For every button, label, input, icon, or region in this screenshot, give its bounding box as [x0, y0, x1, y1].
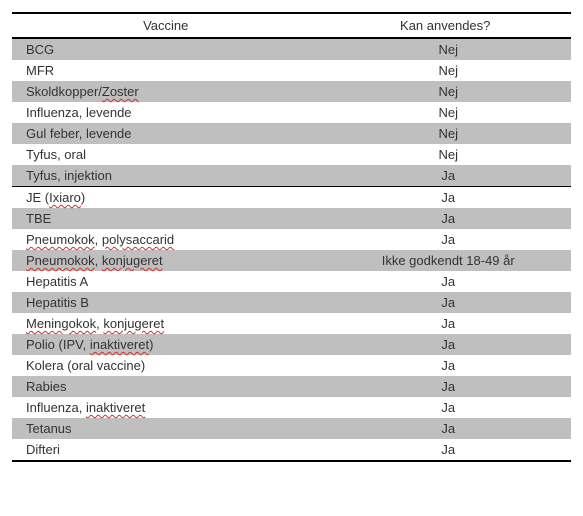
table-body: BCGNejMFRNejSkoldkopper/ZosterNejInfluen…: [12, 38, 571, 461]
cell-usage: Ja: [319, 418, 571, 439]
cell-vaccine: Hepatitis B: [12, 292, 319, 313]
table-row: JE (Ixiaro)Ja: [12, 187, 571, 209]
table-row: BCGNej: [12, 38, 571, 60]
table-row: Hepatitis AJa: [12, 271, 571, 292]
table-row: Hepatitis BJa: [12, 292, 571, 313]
cell-usage: Ikke godkendt 18-49 år: [319, 250, 571, 271]
cell-vaccine: Pneumokok, konjugeret: [12, 250, 319, 271]
table-row: Pneumokok, konjugeretIkke godkendt 18-49…: [12, 250, 571, 271]
spellcheck-word: konjugeret: [103, 316, 164, 331]
cell-vaccine: Influenza, inaktiveret: [12, 397, 319, 418]
table-row: Meningokok, konjugeretJa: [12, 313, 571, 334]
cell-usage: Ja: [319, 313, 571, 334]
table-row: TetanusJa: [12, 418, 571, 439]
table-row: Pneumokok, polysaccaridJa: [12, 229, 571, 250]
table-row: Influenza, inaktiveretJa: [12, 397, 571, 418]
spellcheck-word: Zoster: [102, 84, 139, 99]
spellcheck-word: konjugeret: [102, 253, 163, 268]
cell-usage: Nej: [319, 102, 571, 123]
table-row: Skoldkopper/ZosterNej: [12, 81, 571, 102]
cell-vaccine: BCG: [12, 38, 319, 60]
cell-usage: Nej: [319, 123, 571, 144]
spellcheck-word: Meningokok: [26, 316, 96, 331]
cell-vaccine: Meningokok, konjugeret: [12, 313, 319, 334]
cell-vaccine: Difteri: [12, 439, 319, 461]
cell-usage: Ja: [319, 292, 571, 313]
header-usage: Kan anvendes?: [319, 13, 571, 38]
table-header-row: Vaccine Kan anvendes?: [12, 13, 571, 38]
vaccine-table: Vaccine Kan anvendes? BCGNejMFRNejSkoldk…: [12, 12, 571, 462]
cell-vaccine: Tyfus, injektion: [12, 165, 319, 187]
cell-usage: Ja: [319, 165, 571, 187]
cell-usage: Nej: [319, 144, 571, 165]
cell-vaccine: JE (Ixiaro): [12, 187, 319, 209]
table-row: Tyfus, oralNej: [12, 144, 571, 165]
cell-vaccine: Tyfus, oral: [12, 144, 319, 165]
spellcheck-word: Ixiaro: [49, 190, 81, 205]
table-row: MFRNej: [12, 60, 571, 81]
cell-vaccine: Hepatitis A: [12, 271, 319, 292]
cell-usage: Ja: [319, 334, 571, 355]
cell-usage: Ja: [319, 439, 571, 461]
cell-usage: Nej: [319, 38, 571, 60]
cell-usage: Ja: [319, 376, 571, 397]
cell-usage: Ja: [319, 208, 571, 229]
table-row: DifteriJa: [12, 439, 571, 461]
spellcheck-word: inaktiveret: [90, 337, 149, 352]
cell-vaccine: Skoldkopper/Zoster: [12, 81, 319, 102]
cell-vaccine: Influenza, levende: [12, 102, 319, 123]
cell-vaccine: MFR: [12, 60, 319, 81]
cell-vaccine: Pneumokok, polysaccarid: [12, 229, 319, 250]
cell-usage: Ja: [319, 397, 571, 418]
table-row: TBEJa: [12, 208, 571, 229]
table-row: RabiesJa: [12, 376, 571, 397]
cell-usage: Ja: [319, 355, 571, 376]
cell-vaccine: Rabies: [12, 376, 319, 397]
table-row: Kolera (oral vaccine)Ja: [12, 355, 571, 376]
spellcheck-word: Pneumokok: [26, 232, 95, 247]
table-row: Polio (IPV, inaktiveret)Ja: [12, 334, 571, 355]
cell-vaccine: Kolera (oral vaccine): [12, 355, 319, 376]
cell-vaccine: Tetanus: [12, 418, 319, 439]
table-row: Gul feber, levendeNej: [12, 123, 571, 144]
spellcheck-word: Pneumokok: [26, 253, 95, 268]
cell-usage: Ja: [319, 229, 571, 250]
cell-usage: Nej: [319, 60, 571, 81]
spellcheck-word: inaktiveret: [86, 400, 145, 415]
cell-vaccine: Gul feber, levende: [12, 123, 319, 144]
spellcheck-word: polysaccarid: [102, 232, 174, 247]
header-vaccine: Vaccine: [12, 13, 319, 38]
cell-vaccine: Polio (IPV, inaktiveret): [12, 334, 319, 355]
cell-usage: Ja: [319, 187, 571, 209]
cell-usage: Nej: [319, 81, 571, 102]
table-row: Tyfus, injektionJa: [12, 165, 571, 187]
cell-usage: Ja: [319, 271, 571, 292]
cell-vaccine: TBE: [12, 208, 319, 229]
table-row: Influenza, levendeNej: [12, 102, 571, 123]
